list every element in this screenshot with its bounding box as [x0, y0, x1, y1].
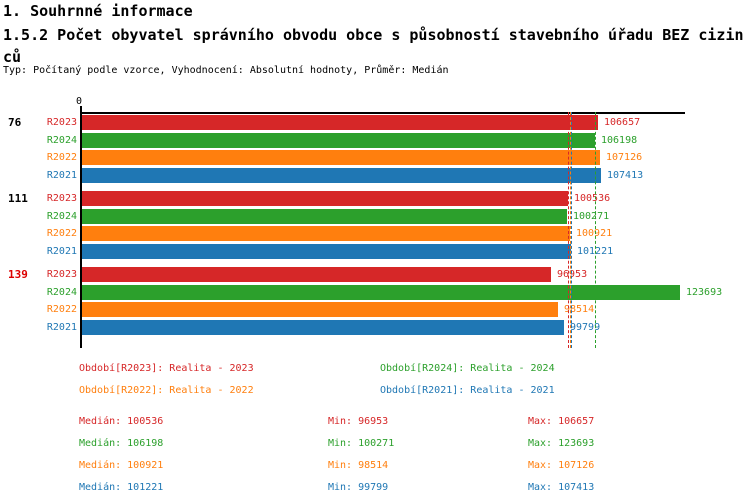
bar-r2021: [82, 168, 601, 183]
row-label-r2022: R2022: [46, 304, 77, 315]
row-label-r2022: R2022: [46, 228, 77, 239]
row-label-r2021: R2021: [46, 170, 77, 181]
group-label: 76: [8, 116, 22, 129]
bar-value-label: 123693: [686, 287, 723, 298]
bar-r2024: [82, 209, 567, 224]
median-line-r2023: [568, 112, 569, 348]
bar-value-label: 100921: [576, 228, 613, 239]
bar-r2022: [82, 150, 600, 165]
chart-title: 1.5.2 Počet obyvatel správního obvodu ob…: [3, 26, 744, 66]
legend-item-r2023: Období[R2023]: Realita - 2023: [79, 363, 254, 374]
chart-meta-line: Typ: Počítaný podle vzorce, Vyhodnocení:…: [3, 65, 449, 76]
legend-item-r2021: Období[R2021]: Realita - 2021: [380, 385, 555, 396]
bar-value-label: 96953: [557, 269, 588, 280]
y-axis-line: [80, 106, 82, 348]
row-label-r2023: R2023: [46, 117, 77, 128]
bar-r2022: [82, 226, 570, 241]
stat-median-r2022: Medián: 100921: [79, 460, 164, 471]
bar-value-label: 100536: [574, 193, 611, 204]
stat-max-r2024: Max: 123693: [528, 438, 595, 449]
stat-min-r2024: Min: 100271: [328, 438, 395, 449]
bar-r2023: [82, 267, 551, 282]
stat-median-r2023: Medián: 100536: [79, 416, 164, 427]
group-label: 111: [8, 192, 28, 205]
x-axis-top-line: [80, 112, 685, 114]
row-label-r2023: R2023: [46, 269, 77, 280]
stat-min-r2022: Min: 98514: [328, 460, 389, 471]
stat-median-r2024: Medián: 106198: [79, 438, 164, 449]
stat-min-r2023: Min: 96953: [328, 416, 389, 427]
bar-value-label: 106198: [601, 135, 638, 146]
bar-r2021: [82, 320, 564, 335]
legend-item-r2022: Období[R2022]: Realita - 2022: [79, 385, 254, 396]
stat-min-r2021: Min: 99799: [328, 482, 389, 493]
bar-r2021: [82, 244, 571, 259]
bar-value-label: 107413: [607, 170, 644, 181]
bar-r2024: [82, 133, 595, 148]
median-line-r2022: [570, 112, 571, 348]
bar-r2022: [82, 302, 558, 317]
row-label-r2021: R2021: [46, 322, 77, 333]
bar-value-label: 99799: [570, 322, 601, 333]
group-label: 139: [8, 268, 28, 281]
bar-value-label: 107126: [606, 152, 643, 163]
row-label-r2024: R2024: [46, 135, 77, 146]
bar-value-label: 100271: [573, 211, 610, 222]
median-line-r2021: [571, 112, 572, 348]
median-line-r2024: [595, 112, 596, 348]
row-label-r2022: R2022: [46, 152, 77, 163]
bar-r2024: [82, 285, 680, 300]
row-label-r2023: R2023: [46, 193, 77, 204]
stat-max-r2022: Max: 107126: [528, 460, 595, 471]
bar-value-label: 106657: [604, 117, 641, 128]
row-label-r2024: R2024: [46, 287, 77, 298]
legend-item-r2024: Období[R2024]: Realita - 2024: [380, 363, 555, 374]
bar-r2023: [82, 191, 568, 206]
row-label-r2021: R2021: [46, 246, 77, 257]
stat-max-r2021: Max: 107413: [528, 482, 595, 493]
stat-median-r2021: Medián: 101221: [79, 482, 164, 493]
bar-value-label: 98514: [564, 304, 595, 315]
section-title: 1. Souhrnné informace: [3, 2, 193, 20]
stat-max-r2023: Max: 106657: [528, 416, 595, 427]
x-axis-zero-label: 0: [76, 96, 83, 107]
row-label-r2024: R2024: [46, 211, 77, 222]
bar-r2023: [82, 115, 598, 130]
